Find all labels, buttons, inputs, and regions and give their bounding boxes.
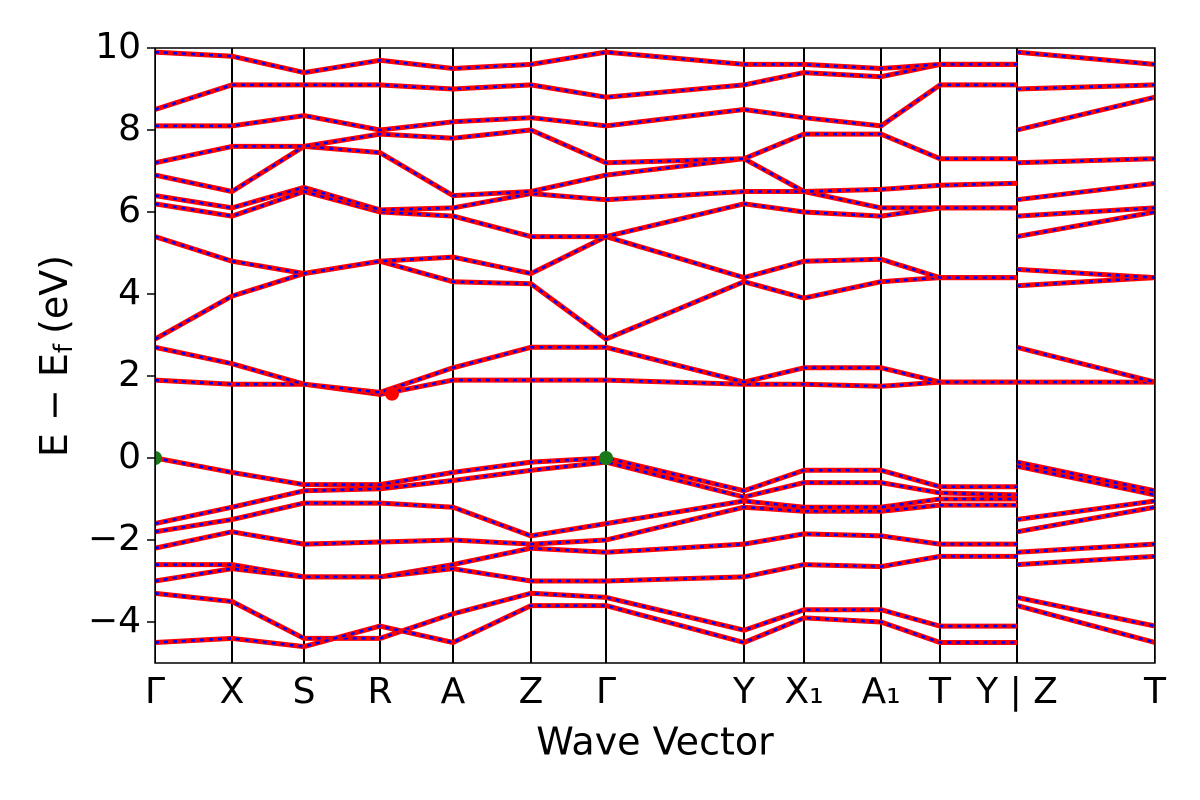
band-line <box>155 61 1155 112</box>
x-tick-label: S <box>293 671 316 712</box>
x-tick-label: T <box>1143 671 1167 712</box>
x-tick-label: Γ <box>145 671 165 712</box>
band-line-overlay <box>155 456 1155 493</box>
x-tick-label: R <box>367 671 392 712</box>
band-line-overlay <box>155 259 1155 341</box>
x-tick-label: T <box>928 671 952 712</box>
band-line-overlay <box>155 555 1155 583</box>
y-tick-label: 0 <box>118 436 141 477</box>
band-line-overlay <box>155 604 1155 648</box>
y-tick-label: 4 <box>118 272 141 313</box>
x-tick-label: A <box>441 671 466 712</box>
band-line-overlay <box>155 83 1155 132</box>
y-axis-label: E − Ef (eV) <box>32 255 79 457</box>
x-axis-label: Wave Vector <box>536 720 774 764</box>
y-tick-label: −4 <box>88 600 141 641</box>
x-tick-label: Z <box>519 671 544 712</box>
x-tick-label: Y | Z <box>975 671 1058 712</box>
y-tick-label: 2 <box>118 354 141 395</box>
y-label-unit: (eV) <box>32 255 76 334</box>
y-label-main: E − E <box>32 353 76 457</box>
y-tick-label: −2 <box>88 518 141 559</box>
band-line-overlay <box>155 235 1155 279</box>
band-line-overlay <box>155 128 1155 165</box>
y-tick-label: 6 <box>118 190 141 231</box>
x-tick-label: Γ <box>596 671 616 712</box>
band-line-overlay <box>155 50 1155 74</box>
x-tick-label: A₁ <box>861 671 900 712</box>
band-line-overlay <box>155 145 1155 201</box>
band-line-overlay <box>155 346 1155 394</box>
band-line-overlay <box>155 503 1155 550</box>
band-line-overlay <box>155 592 1155 640</box>
x-tick-label: Y <box>732 671 756 712</box>
band-edge-marker <box>155 451 162 465</box>
x-tick-label: X <box>220 671 245 712</box>
plot-area <box>155 48 1155 663</box>
x-tick-label: X₁ <box>784 671 823 712</box>
band-edge-marker <box>385 386 399 401</box>
y-tick-label: 8 <box>118 108 141 149</box>
band-line-overlay <box>155 460 1155 525</box>
band-line <box>155 184 1155 219</box>
band-edge-marker <box>599 451 613 465</box>
y-tick-label: 10 <box>95 26 141 67</box>
plot-frame <box>154 47 1156 664</box>
y-label-sub: f <box>49 343 79 353</box>
band-line-overlay <box>155 497 1155 538</box>
band-line-overlay <box>155 378 1155 396</box>
band-line-overlay <box>155 190 1155 238</box>
overlay: −4 −2 0 2 4 6 8 10 Γ X S R A Z Γ Y X₁ A₁ T Y | Z T <box>88 26 1167 712</box>
